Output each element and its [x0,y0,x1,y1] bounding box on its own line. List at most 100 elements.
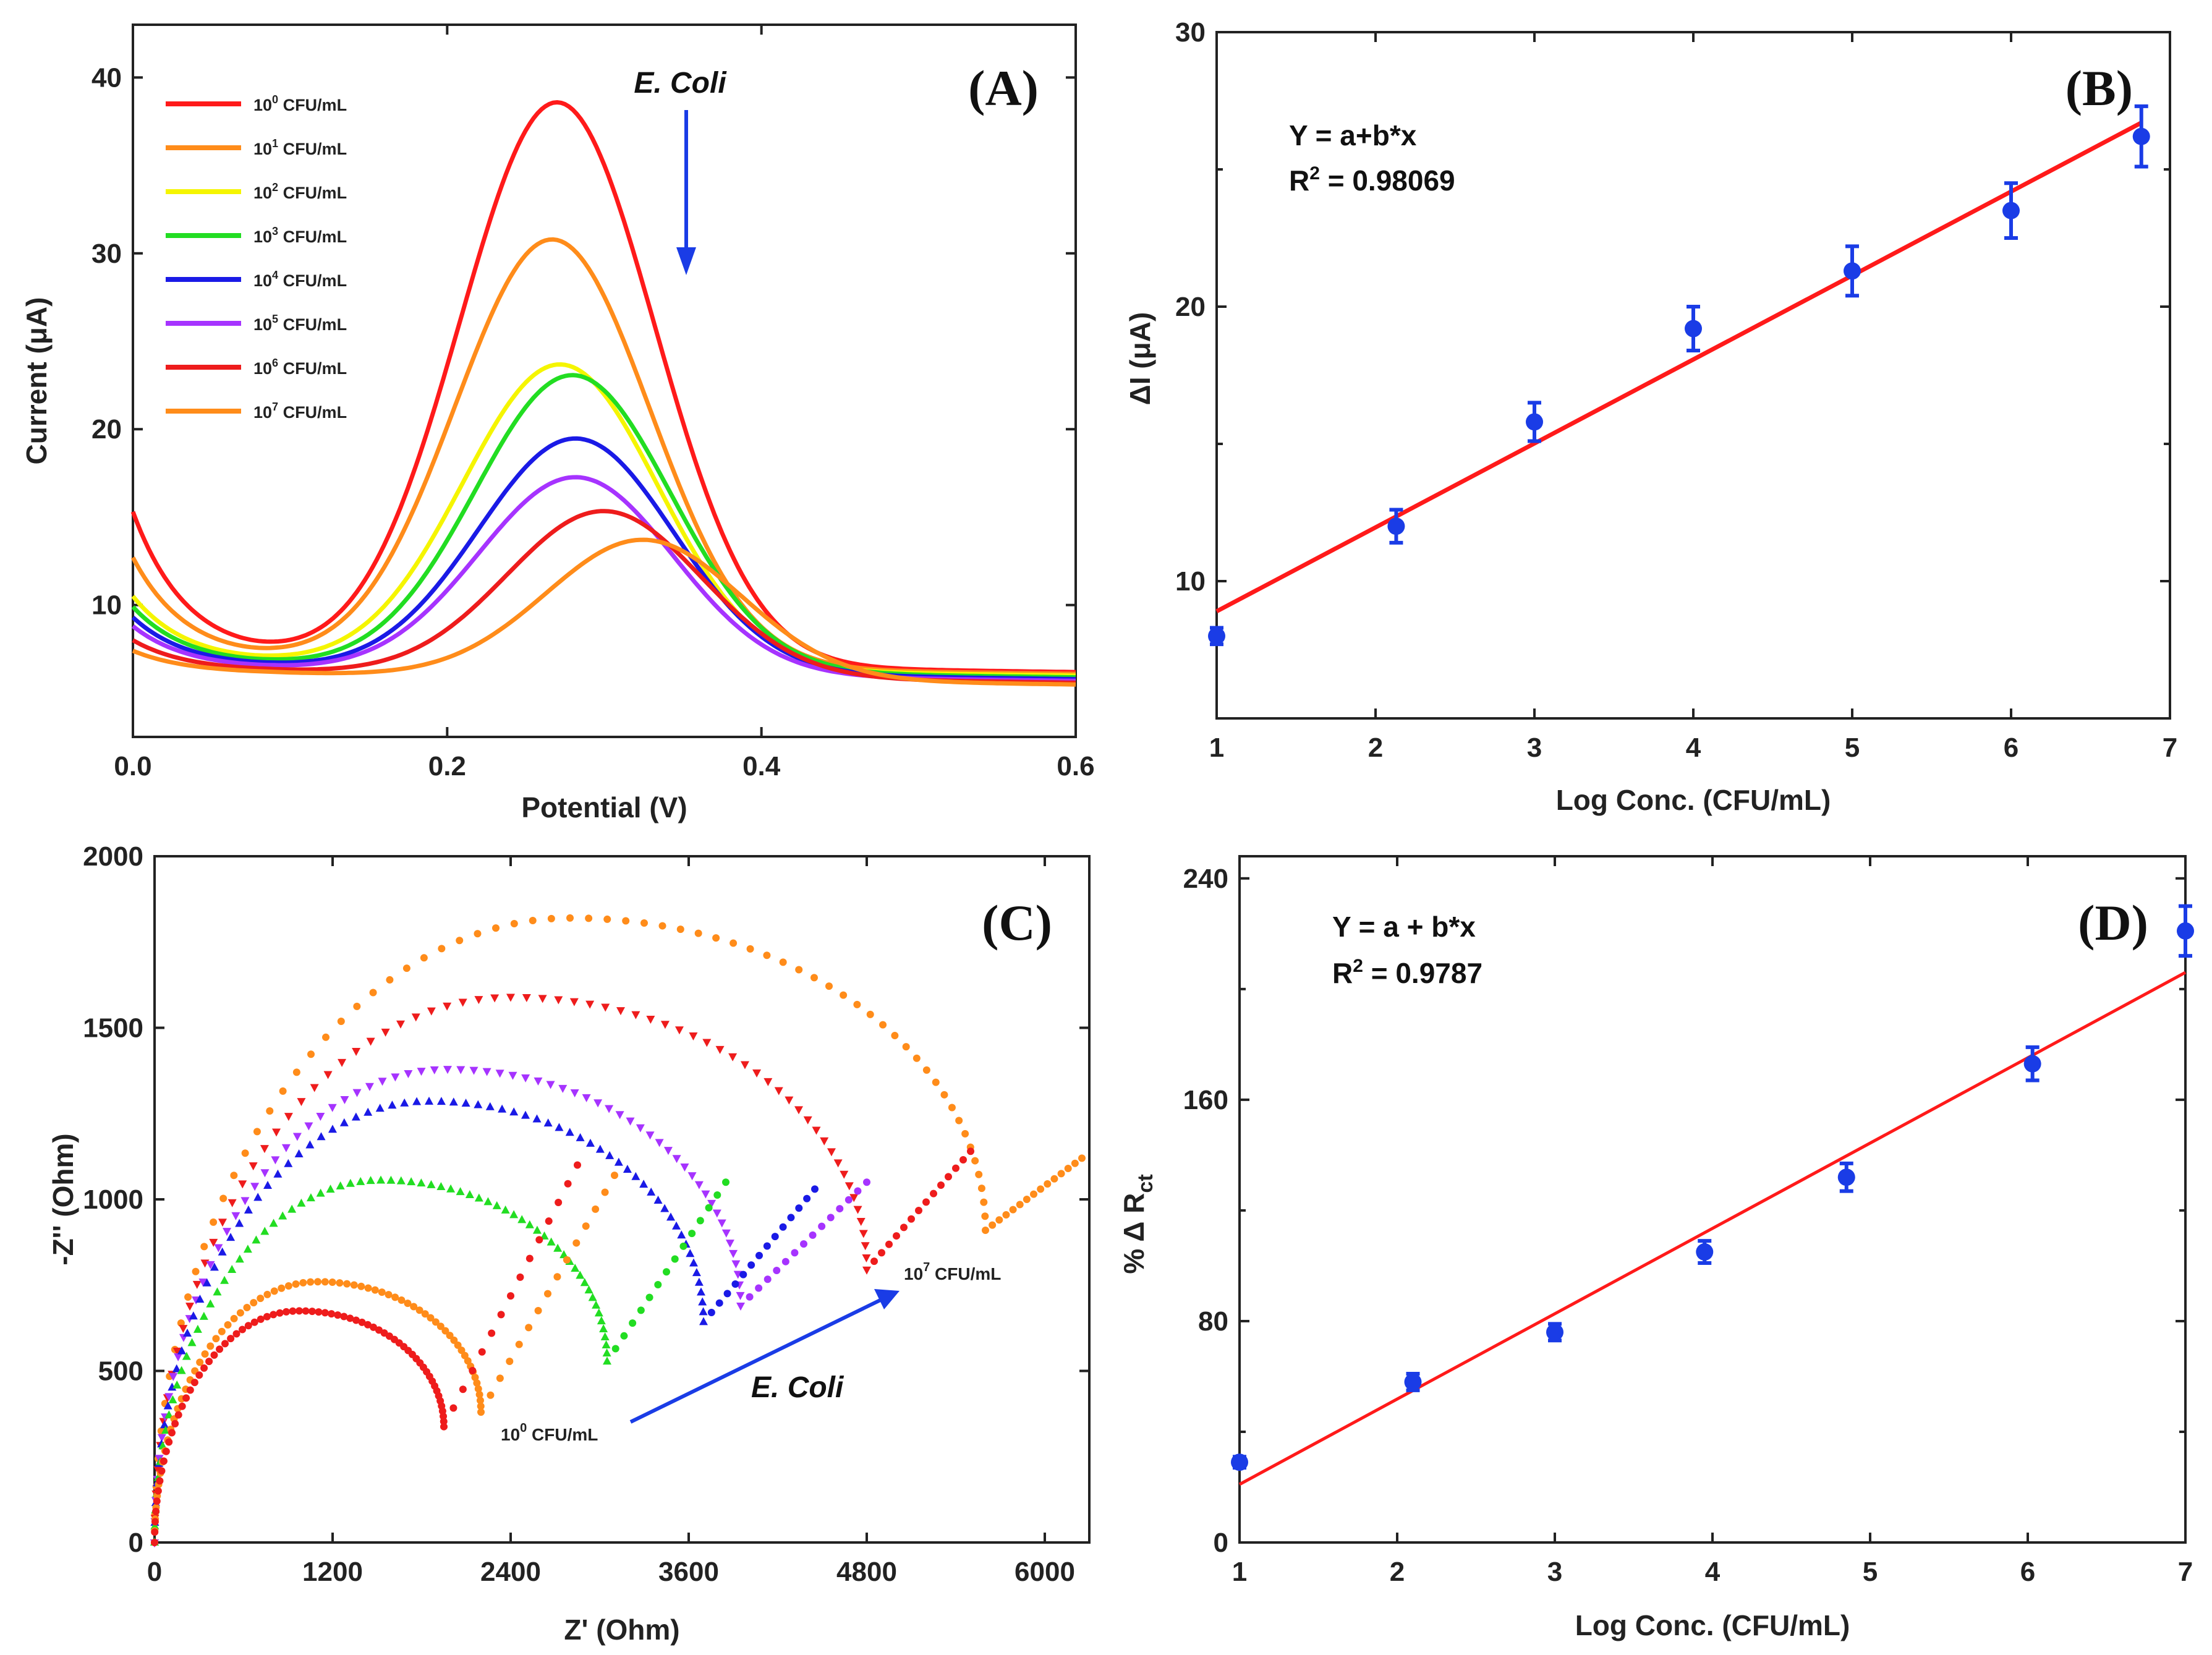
panel-c-data-point [306,1193,315,1202]
panel-c-data-point [543,1118,553,1127]
panel-c-data-point [243,1244,252,1253]
panel-c-data-point [168,1395,177,1403]
panel-c-data-point [967,1147,974,1155]
panel-c-data-point [456,1187,465,1196]
panel-a-legend-label: 101 CFU/mL [253,137,347,158]
panel-c-data-point [340,1096,349,1104]
panel-c-data-point [316,1188,325,1197]
panel-c-arrow-shaft [629,1296,885,1424]
panel-c-data-point [525,1254,534,1262]
panel-c-data-point [283,1308,291,1316]
panel-c-data-point [692,1268,701,1277]
panel-c-data-point [297,1098,306,1107]
panel-c-data-point [676,925,684,934]
panel-c-data-point [746,945,754,953]
panel-c-data-point [1023,1196,1031,1203]
panel-c-data-point [338,1058,347,1067]
panel-c-data-point [153,1497,161,1505]
panel-a-x-tick-label: 0.6 [1057,751,1094,781]
panel-c-data-point [474,996,483,1005]
panel-c-data-point [492,924,500,932]
panel-c-data-point [614,1157,623,1166]
panel-b-x-tick-label: 4 [1686,733,1701,763]
panel-a-plot-frame [132,23,1077,738]
panel-c-data-point [563,1256,571,1264]
panel-c-data-point [250,1299,258,1307]
panel-c-data-point [546,1081,555,1089]
panel-c-data-point [1050,1175,1058,1183]
panel-a-legend-label: 106 CFU/mL [253,357,347,378]
panel-d-data-point [1837,1168,1855,1186]
panel-c-data-point [388,1100,397,1109]
panel-d-r-squared: R2 = 0.9787 [1332,956,1482,989]
panel-c-data-point [854,1187,862,1195]
panel-c-data-point [653,1195,663,1204]
panel-c-data-point [705,1204,713,1212]
panel-c-data-point [689,1032,698,1041]
panel-c-data-point [239,1325,247,1334]
panel-c-data-point [980,1198,988,1206]
panel-c-data-point [637,1306,645,1314]
panel-c-data-point [585,1138,595,1147]
panel-a-legend-label: 105 CFU/mL [253,313,347,334]
panel-c-data-point [564,1180,572,1188]
panel-b-data-point [1208,627,1225,645]
panel-c-data-point [671,1255,679,1263]
panel-c-data-point [179,1325,188,1334]
panel-c-data-point [497,1311,505,1319]
panel-c-data-point [243,1303,251,1311]
panel-c-data-point [421,1310,429,1318]
panel-c-data-point [474,930,482,938]
panel-a-legend-label: 100 CFU/mL [253,93,347,114]
panel-c-data-point [172,1364,181,1372]
panel-c-data-point [296,1307,303,1315]
panel-c-data-point [571,1264,580,1272]
panel-c-data-point [206,1261,215,1269]
panel-c-data-point [315,1308,323,1316]
panel-c-data-point [177,1346,186,1355]
panel-c-data-point [982,1226,989,1234]
panel-c-data-point [616,1007,625,1016]
panel-a-annotation: E. Coli [634,67,727,100]
panel-c-data-point [722,1178,730,1186]
panel-c-data-point [602,1340,611,1348]
panel-a-x-tick-label: 0.0 [114,751,151,781]
panel-c-data-point [357,1282,365,1290]
panel-d-x-tick-label: 1 [1232,1557,1247,1587]
panel-c: 0 1200 2400 3600 4800 6000 0 500 1000 1500 2000 Z' … [47,841,1091,1646]
panel-c-data-point [425,1096,433,1105]
panel-c-data-point [474,1100,483,1108]
panel-c-data-point [353,1002,361,1010]
panel-c-data-point [952,1164,959,1172]
panel-c-data-point [694,929,702,937]
panel-c-data-point [495,1070,504,1078]
panel-b-x-tick-label: 5 [1845,733,1860,763]
panel-c-data-point [297,1198,306,1207]
panel-b-x-tick-label: 7 [2163,733,2177,763]
panel-c-data-point [603,915,611,923]
panel-c-data-point [510,920,518,928]
panel-c-data-point [701,1190,710,1199]
panel-c-data-point [707,1309,715,1317]
panel-c-data-point [189,1311,198,1320]
panel-c-data-point [779,958,787,966]
panel-c-data-point [356,1176,365,1185]
panel-c-data-point [310,1084,319,1092]
panel-c-data-point [182,1351,191,1360]
panel-c-data-point [746,1293,754,1301]
panel-c-data-point [620,1332,628,1340]
panel-c-data-point [292,1133,302,1141]
panel-a-legend-label: 104 CFU/mL [253,269,347,290]
panel-c-data-point [398,1296,406,1304]
panel-c-data-point [407,1177,416,1186]
panel-c-data-point [995,1216,1003,1224]
panel-c-data-point [971,1157,979,1165]
panel-c-data-point [640,919,648,927]
panel-c-data-point [195,1295,205,1303]
panel-c-data-point [1071,1159,1079,1167]
panel-c-data-point [636,1124,645,1133]
panel-c-data-point [198,1278,208,1287]
panel-b-data-point [1685,320,1702,338]
panel-c-data-point [1064,1165,1072,1173]
